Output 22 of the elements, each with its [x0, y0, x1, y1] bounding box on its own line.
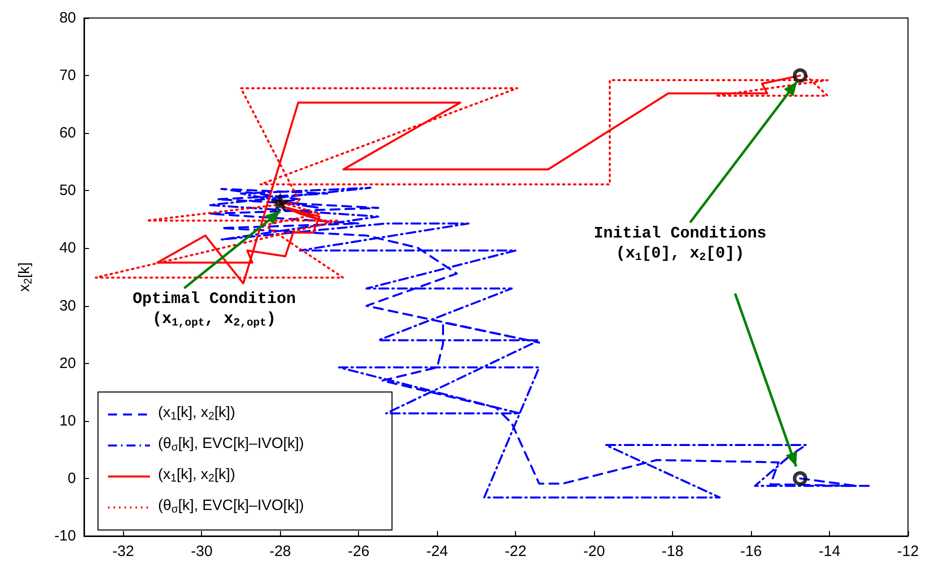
y-tick-label: -10	[54, 528, 76, 544]
x-tick-label: -18	[662, 543, 684, 560]
x-tick-label: -32	[112, 543, 134, 560]
y-tick-label: 0	[68, 470, 76, 487]
y-axis-title: x2[k]	[16, 262, 34, 292]
x-tick-label: -30	[190, 543, 213, 560]
y-tick-label: 40	[59, 240, 76, 257]
x-tick-label: -20	[583, 543, 605, 560]
x-tick-label: -14	[818, 543, 840, 560]
y-tick-label: 80	[59, 10, 76, 26]
x-tick-label: -26	[348, 543, 370, 560]
y-tick-label: 20	[59, 354, 76, 372]
y-tick-label: 50	[59, 182, 76, 200]
x-tick-label: -22	[504, 543, 526, 560]
y-tick-label: 10	[59, 412, 76, 430]
y-tick-label: 60	[59, 124, 76, 142]
y-tick-label: 30	[59, 297, 76, 314]
y-tick-label: 70	[59, 67, 76, 84]
x-tick-label: -16	[740, 543, 762, 560]
x-tick-label: -28	[269, 543, 292, 560]
x-tick-label: -24	[426, 543, 448, 560]
x-tick-label: -12	[897, 543, 919, 560]
